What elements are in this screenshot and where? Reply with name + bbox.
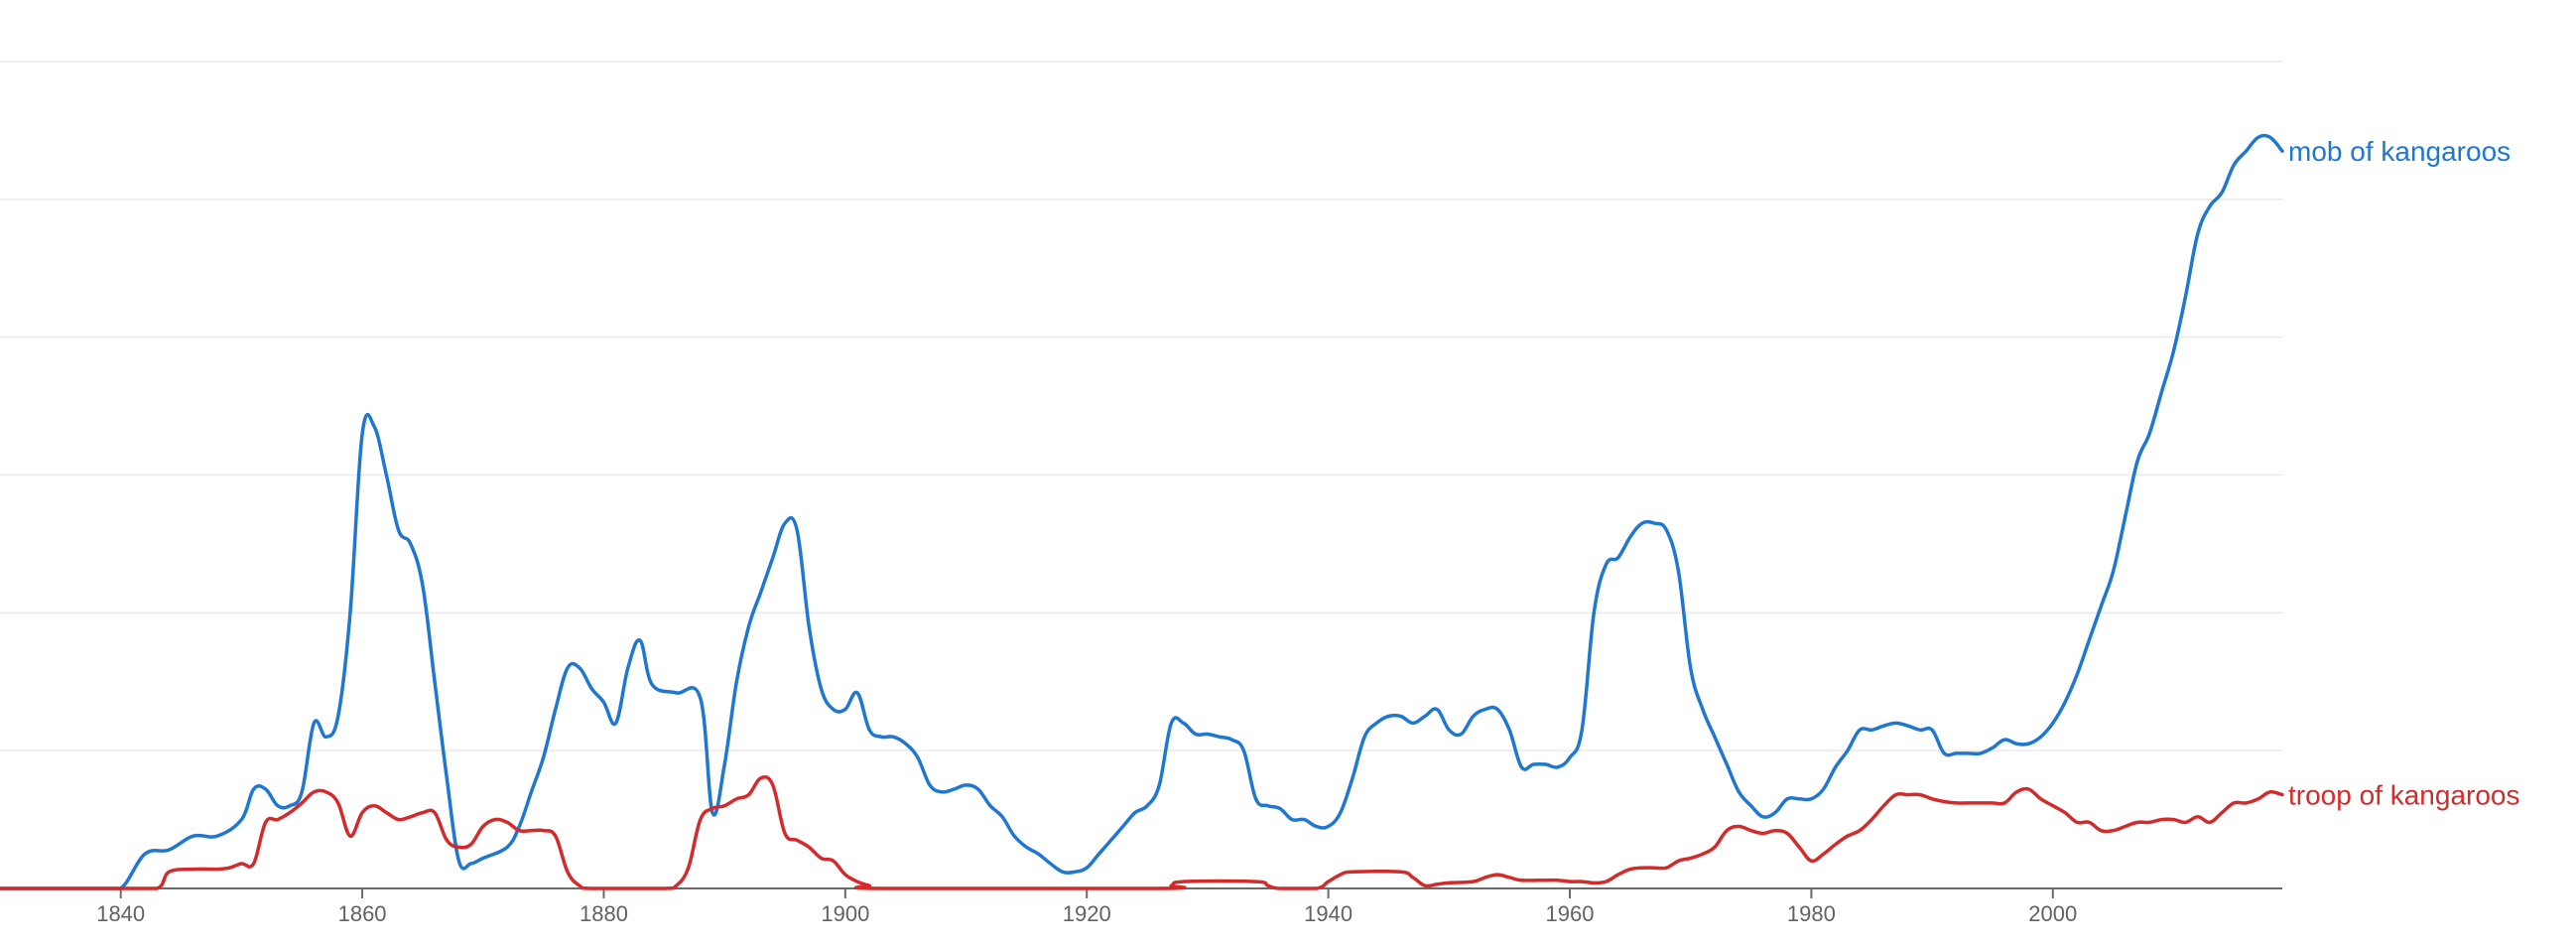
- series-label-troop-of-kangaroos[interactable]: troop of kangaroos: [2288, 780, 2520, 811]
- x-axis-ticks: 1840 1860 1880 1900 1920 1940 1960 1980 2000: [96, 888, 2077, 926]
- series-label-mob-of-kangaroos[interactable]: mob of kangaroos: [2288, 136, 2511, 167]
- x-tick-label: 1900: [821, 901, 869, 926]
- series-line-troop-of-kangaroos[interactable]: [0, 774, 2284, 890]
- x-tick-label: 1940: [1304, 901, 1352, 926]
- series-group: [0, 133, 2284, 890]
- x-tick-label: 1980: [1787, 901, 1836, 926]
- x-tick-label: 1960: [1546, 901, 1595, 926]
- x-tick-label: 1860: [338, 901, 387, 926]
- series-labels: mob of kangaroos troop of kangaroos: [2288, 136, 2520, 810]
- x-tick-label: 2000: [2028, 901, 2077, 926]
- gridlines: [0, 61, 2282, 751]
- x-tick-label: 1920: [1063, 901, 1111, 926]
- x-tick-label: 1880: [580, 901, 628, 926]
- x-tick-label: 1840: [96, 901, 145, 926]
- series-line-mob-of-kangaroos[interactable]: [0, 133, 2284, 890]
